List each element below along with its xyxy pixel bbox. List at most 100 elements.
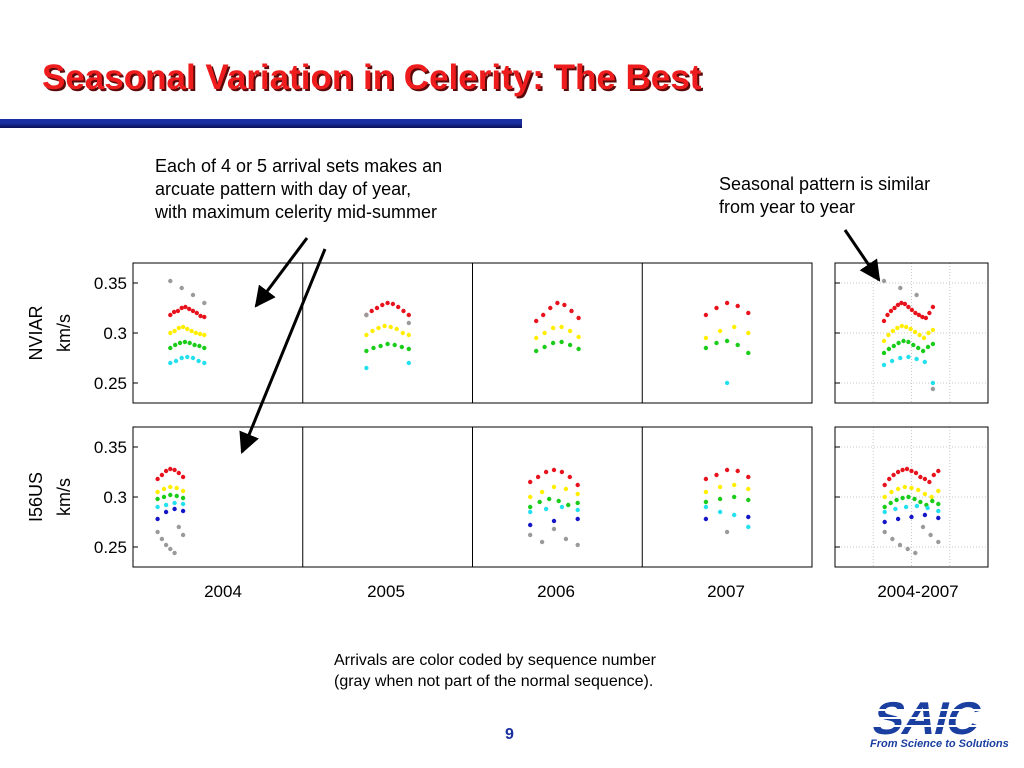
data-point-seq4 — [881, 362, 887, 368]
data-point-seq5 — [163, 509, 169, 515]
data-point-seq5 — [155, 516, 160, 522]
data-point-seq1 — [187, 306, 192, 312]
data-point-seq1 — [385, 300, 390, 306]
data-point-seq5 — [575, 516, 580, 522]
data-point-seq2 — [382, 323, 387, 329]
data-point-seq2 — [895, 325, 900, 331]
data-point-seq2 — [528, 494, 533, 500]
data-point-seq3 — [556, 498, 561, 504]
data-point-seq2 — [904, 324, 909, 330]
data-point-seq3 — [906, 339, 911, 345]
annotation-arrow — [843, 229, 881, 282]
data-point-seq1 — [735, 468, 740, 474]
data-point-seq1 — [401, 308, 406, 314]
data-point-seq3 — [900, 495, 905, 501]
data-point-out_of_sequence — [190, 292, 196, 298]
data-point-seq2 — [576, 334, 581, 340]
data-point-seq3 — [177, 340, 183, 346]
page-number: 9 — [505, 726, 514, 743]
data-point-seq3 — [901, 338, 906, 344]
data-point-seq1 — [194, 310, 199, 316]
row-label: I56US — [26, 472, 46, 522]
data-point-seq2 — [746, 330, 751, 336]
data-point-out_of_sequence — [163, 542, 169, 548]
data-point-seq1 — [567, 474, 572, 480]
data-point-seq3 — [567, 342, 573, 348]
y-tick-label: 0.3 — [103, 488, 127, 507]
data-point-seq1 — [746, 310, 751, 316]
logo-text: SAIC — [868, 694, 987, 738]
data-point-seq4 — [724, 380, 730, 386]
data-point-seq2 — [921, 335, 927, 341]
annotation-left: Each of 4 or 5 arrival sets makes an arc… — [155, 156, 443, 222]
data-point-seq3 — [392, 342, 397, 348]
data-point-out_of_sequence — [539, 539, 545, 545]
data-point-seq4 — [168, 360, 173, 366]
data-point-seq3 — [559, 339, 564, 345]
data-point-seq3 — [202, 345, 207, 351]
data-point-seq1 — [168, 466, 173, 472]
data-point-seq1 — [882, 482, 887, 488]
data-point-seq5 — [703, 516, 709, 522]
data-point-seq2 — [929, 494, 934, 500]
data-point-seq3 — [371, 345, 376, 351]
data-point-seq3 — [703, 499, 709, 505]
data-point-out_of_sequence — [180, 532, 186, 538]
data-point-out_of_sequence — [920, 524, 926, 530]
data-point-seq1 — [176, 470, 181, 476]
data-point-seq2 — [889, 489, 894, 495]
data-point-seq1 — [172, 467, 177, 473]
data-point-seq2 — [400, 330, 405, 336]
data-point-seq2 — [172, 328, 177, 334]
data-point-seq2 — [717, 484, 723, 490]
data-point-seq4 — [703, 504, 709, 510]
data-point-seq5 — [551, 518, 557, 524]
data-point-seq2 — [732, 482, 737, 488]
data-point-out_of_sequence — [563, 536, 569, 542]
data-point-seq3 — [547, 496, 552, 502]
data-point-seq3 — [930, 341, 936, 347]
data-point-seq3 — [399, 344, 404, 350]
data-point-seq3 — [906, 494, 911, 500]
data-point-seq2 — [534, 335, 539, 341]
data-point-seq1 — [202, 314, 207, 320]
data-point-seq2 — [168, 484, 173, 490]
data-point-out_of_sequence — [897, 542, 903, 548]
data-point-seq3 — [161, 494, 167, 500]
data-point-seq4 — [173, 358, 179, 364]
data-point-seq1 — [190, 308, 196, 314]
data-point-out_of_sequence — [936, 539, 941, 545]
data-point-seq1 — [895, 469, 901, 475]
data-point-seq2 — [912, 329, 918, 335]
data-point-seq2 — [902, 484, 907, 490]
data-point-seq3 — [575, 500, 580, 506]
annotation-right: Seasonal pattern is similar from year to… — [719, 174, 931, 217]
data-point-seq2 — [189, 328, 194, 334]
data-point-seq5 — [909, 514, 914, 520]
data-point-seq3 — [576, 346, 581, 352]
data-point-seq1 — [555, 300, 560, 306]
data-point-seq4 — [922, 359, 927, 365]
data-point-out_of_sequence — [882, 529, 887, 535]
data-point-out_of_sequence — [881, 278, 887, 284]
data-point-seq1 — [913, 470, 919, 476]
data-point-seq1 — [922, 476, 928, 482]
y-tick-label: 0.35 — [94, 438, 127, 457]
data-point-seq2 — [899, 323, 904, 329]
data-point-seq1 — [881, 318, 887, 324]
data-point-seq3 — [888, 500, 893, 506]
data-point-seq3 — [896, 340, 901, 346]
data-point-seq1 — [535, 474, 541, 480]
data-point-out_of_sequence — [913, 550, 918, 556]
data-point-out_of_sequence — [168, 278, 173, 284]
data-point-seq4 — [893, 506, 898, 512]
data-point-seq1 — [931, 472, 936, 478]
data-point-seq1 — [551, 467, 557, 473]
saic-logo: SAIC — [866, 693, 990, 744]
row-unit-label: km/s — [54, 478, 74, 516]
data-point-seq4 — [575, 507, 580, 513]
data-point-seq3 — [173, 342, 178, 348]
data-point-seq3 — [886, 346, 892, 352]
data-point-out_of_sequence — [172, 550, 177, 556]
logo-tagline: From Science to Solutions — [870, 738, 1009, 750]
